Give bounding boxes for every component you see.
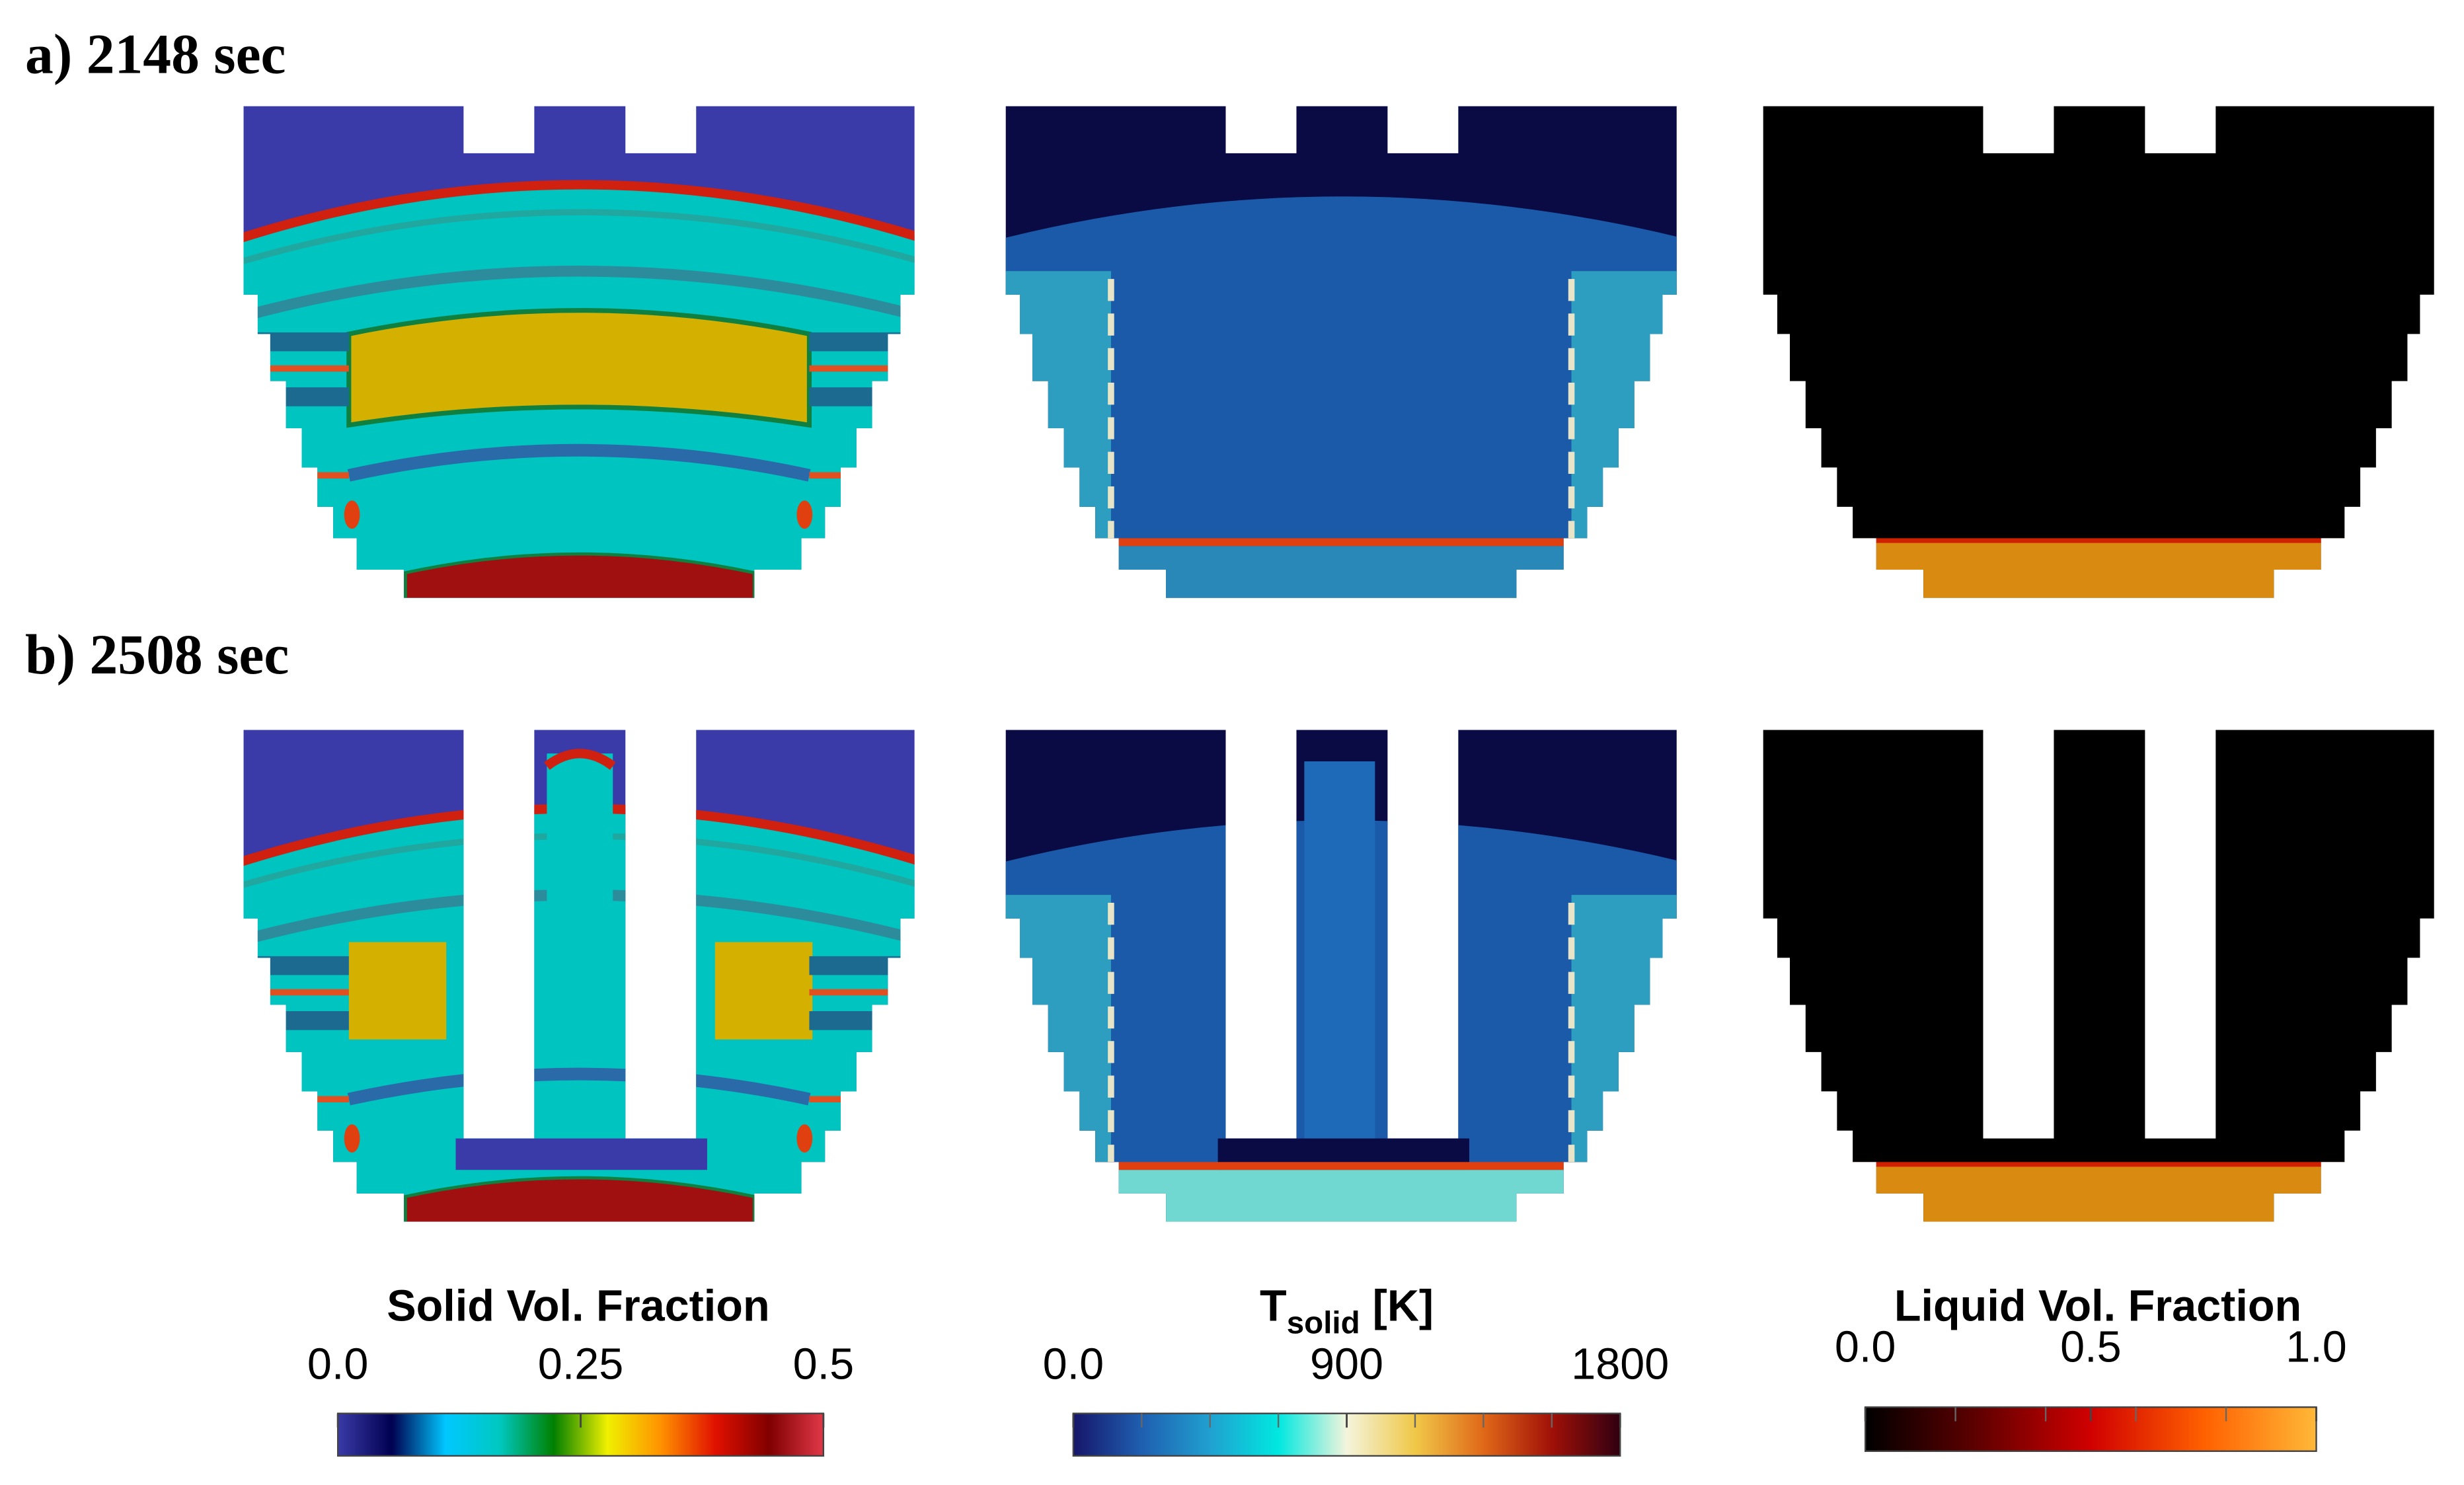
field-region [1005, 895, 1111, 1170]
field-region [1005, 1170, 1677, 1222]
panel [1763, 106, 2434, 598]
colorbar-title: Tsolid [K] [1260, 1281, 1434, 1340]
field-region [455, 1138, 707, 1170]
field-region [1571, 895, 1677, 1170]
field-region [1005, 196, 1677, 598]
colorbar-title-suffix: [K] [1373, 1281, 1434, 1330]
panel-field [1005, 106, 1677, 598]
panel-field [1763, 730, 2434, 1222]
colorbar-tick-label: 1800 [1571, 1340, 1669, 1389]
panel [1763, 730, 2434, 1222]
panel-field [243, 106, 915, 598]
panel-field [1005, 730, 1677, 1222]
field-region [1763, 538, 2434, 543]
colorbar: Tsolid [K] 0.0 900 1800 [1043, 1281, 1669, 1457]
field-region [1763, 1162, 2434, 1167]
row-label: b) 2508 sec [25, 623, 289, 686]
field-region [347, 443, 811, 482]
field-region [1763, 541, 2434, 598]
panel [1005, 730, 1677, 1222]
field-region [348, 942, 447, 1040]
field-region [404, 1176, 756, 1222]
field-region [796, 1124, 813, 1153]
colorbar-tick-label: 0.5 [793, 1340, 855, 1389]
colorbar-tick-label: 0.5 [2060, 1322, 2122, 1371]
panel [243, 730, 915, 1222]
field-region [344, 500, 360, 529]
colorbar-tick-label: 1.0 [2286, 1322, 2347, 1371]
panel [243, 106, 915, 598]
field-region [714, 942, 813, 1040]
field-region [1108, 903, 1575, 1162]
field-region [243, 332, 915, 406]
field-region [1005, 538, 1677, 547]
colorbar: Solid Vol. Fraction 0.0 0.25 0.5 [307, 1281, 855, 1457]
colorbar-tick-label: 0.25 [538, 1340, 624, 1389]
field-region [243, 365, 915, 479]
field-region [1108, 279, 1575, 539]
colorbar-tick-label: 0.0 [1835, 1322, 1896, 1371]
field-region [1763, 106, 2434, 598]
field-region [1571, 271, 1677, 547]
field-region [1763, 730, 2434, 1222]
field-region [346, 308, 812, 428]
panel [1005, 106, 1677, 598]
field-region [344, 1124, 360, 1153]
field-region [1005, 271, 1111, 547]
field-region [1763, 1165, 2434, 1222]
colorbar-title: Solid Vol. Fraction [387, 1281, 769, 1330]
field-region [1304, 761, 1375, 1170]
field-region [404, 552, 756, 598]
colorbar-tick-label: 0.0 [1043, 1340, 1104, 1389]
field-region [544, 749, 616, 770]
field-region [347, 1067, 811, 1106]
field-region [796, 500, 813, 529]
field-region [243, 180, 915, 245]
field-region [1005, 546, 1677, 598]
field-region [1005, 1162, 1677, 1170]
colorbar-title: Liquid Vol. Fraction [1894, 1281, 2301, 1330]
panel-field [243, 730, 915, 1222]
panel-field [1763, 106, 2434, 598]
field-region [243, 265, 915, 324]
colorbar-title-subscript: solid [1287, 1305, 1360, 1340]
row-label: a) 2148 sec [25, 23, 286, 86]
colorbar-title-main: T [1260, 1281, 1287, 1330]
colorbar-tick-label: 900 [1310, 1340, 1383, 1389]
field-region [243, 956, 915, 1030]
field-region [243, 209, 915, 266]
field-region [243, 989, 915, 1102]
colorbar-tick-label: 0.0 [307, 1340, 369, 1389]
